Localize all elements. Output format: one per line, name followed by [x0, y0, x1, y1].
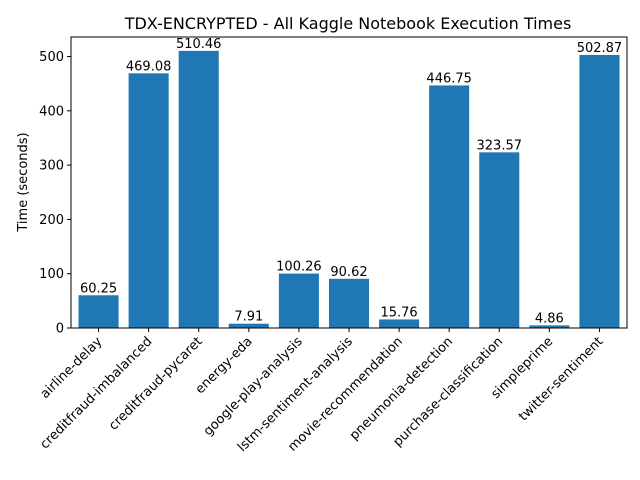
y-tick-label: 100	[39, 267, 64, 282]
plot-area: 60.25 469.08 510.46 7.91 100.26 90.62 15.76 446…	[37, 36, 628, 455]
bar-lstm-sentiment-analysis	[328, 278, 370, 328]
bar-movie-recommendation	[379, 319, 420, 328]
data-label-lstm-sentiment-analysis: 90.62	[330, 265, 367, 280]
data-label-airline-delay: 60.25	[80, 281, 117, 296]
bar-airline-delay	[78, 295, 119, 328]
bar-energy-eda	[228, 323, 269, 328]
bar-google-play-analysis	[278, 273, 319, 328]
bar-simpleprime	[529, 325, 570, 328]
y-axis-label: Time (seconds)	[16, 132, 31, 232]
data-label-simpleprime: 4.86	[535, 311, 564, 326]
bar-pneumonia-detection	[429, 85, 470, 328]
data-label-movie-recommendation: 15.76	[380, 305, 417, 320]
plot-frame	[70, 36, 628, 329]
x-tick-label-creditfraud-pycaret: creditfraud-pycaret	[106, 334, 205, 433]
data-label-pneumonia-detection: 446.75	[426, 71, 472, 86]
x-tick-label-twitter-sentiment: twitter-sentiment	[516, 334, 606, 424]
x-tick-label-google-play-analysis: google-play-analysis	[201, 334, 306, 439]
data-label-creditfraud-pycaret: 510.46	[176, 37, 222, 52]
data-label-purchase-classification: 323.57	[477, 138, 523, 153]
data-label-twitter-sentiment: 502.87	[577, 41, 623, 56]
y-tick-label: 300	[39, 159, 64, 174]
y-tick-label: 0	[56, 322, 64, 337]
bar-creditfraud-imbalanced	[128, 73, 169, 328]
data-label-energy-eda: 7.91	[234, 310, 263, 325]
chart-title: TDX-ENCRYPTED - All Kaggle Notebook Exec…	[124, 14, 572, 33]
y-tick-label: 400	[39, 104, 64, 119]
bar-creditfraud-pycaret	[178, 50, 219, 329]
bar-purchase-classification	[479, 152, 520, 328]
data-label-google-play-analysis: 100.26	[276, 260, 322, 275]
y-tick-label: 500	[39, 50, 64, 65]
bar-twitter-sentiment	[579, 54, 620, 329]
y-tick-label: 200	[39, 213, 64, 228]
data-label-creditfraud-imbalanced: 469.08	[126, 59, 172, 74]
